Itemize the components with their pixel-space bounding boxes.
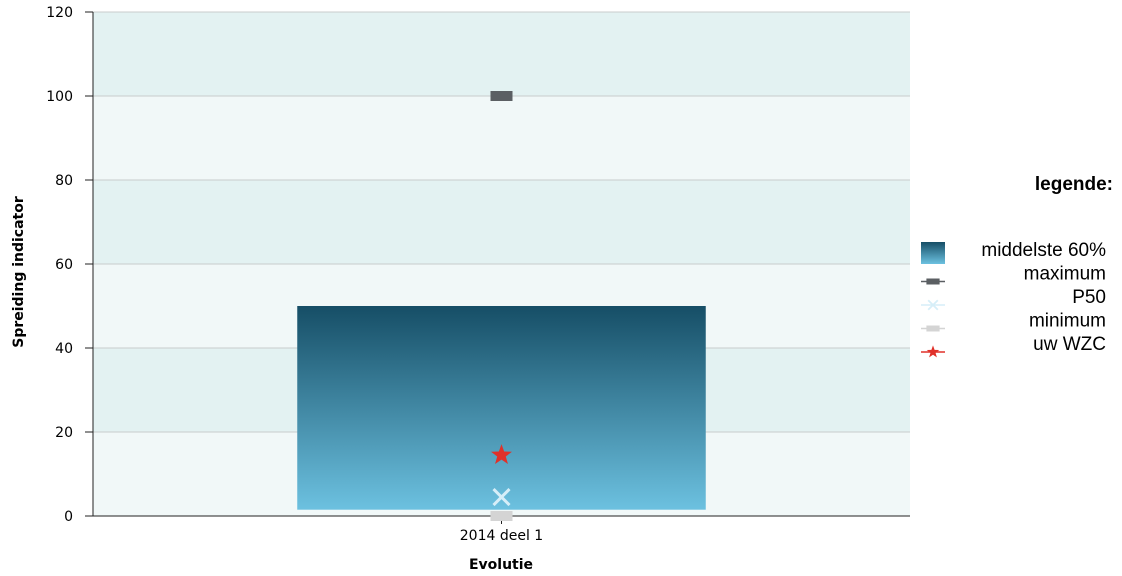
p50-cross-stroke	[492, 488, 511, 507]
chart-marks	[297, 91, 706, 521]
y-axis-ticks: 0 20 40 60 80 100 120	[46, 5, 93, 525]
legend-item: minimum	[921, 311, 1106, 332]
x-axis-title: Evolutie	[469, 557, 533, 573]
range-bar	[297, 306, 706, 510]
minimum-marker-legend-symbol	[926, 325, 940, 332]
range-bar-legend-symbol	[921, 242, 945, 264]
y-tick-label: 20	[55, 425, 73, 441]
y-tick-label: 120	[46, 5, 73, 21]
legend-item: middelste 60%	[921, 240, 1106, 264]
p50-marker	[492, 488, 511, 507]
legend-label: middelste 60%	[981, 240, 1106, 261]
plot-band	[93, 180, 910, 264]
legend-item: maximum	[921, 264, 1106, 285]
legend-item: uw WZC	[921, 334, 1106, 358]
maximum-marker	[490, 91, 513, 101]
minimum-marker	[490, 511, 513, 521]
legend-item: P50	[921, 287, 1106, 311]
legend-label: P50	[1072, 287, 1106, 308]
p50-cross-stroke	[927, 299, 939, 311]
uw-wzc-marker-legend-symbol	[926, 345, 940, 358]
legend-label: maximum	[1024, 264, 1106, 285]
legend-label: uw WZC	[1033, 334, 1106, 355]
gridlines	[93, 11, 910, 433]
p50-marker-legend-symbol	[927, 299, 939, 311]
y-tick-label: 80	[55, 173, 73, 189]
y-axis-title: Spreiding indicator	[11, 196, 27, 348]
maximum-marker-legend-symbol	[926, 278, 940, 285]
legend-title: legende:	[1035, 174, 1113, 195]
uw-wzc-marker	[491, 444, 512, 464]
x-tick-label: 2014 deel 1	[460, 528, 543, 544]
legend-label: minimum	[1029, 311, 1106, 332]
plot-background	[93, 12, 910, 516]
plot-band	[93, 96, 910, 180]
y-tick-label: 40	[55, 341, 73, 357]
y-tick-label: 60	[55, 257, 73, 273]
y-tick-label: 0	[64, 509, 73, 525]
y-tick-label: 100	[46, 89, 73, 105]
plot-band	[93, 12, 910, 96]
